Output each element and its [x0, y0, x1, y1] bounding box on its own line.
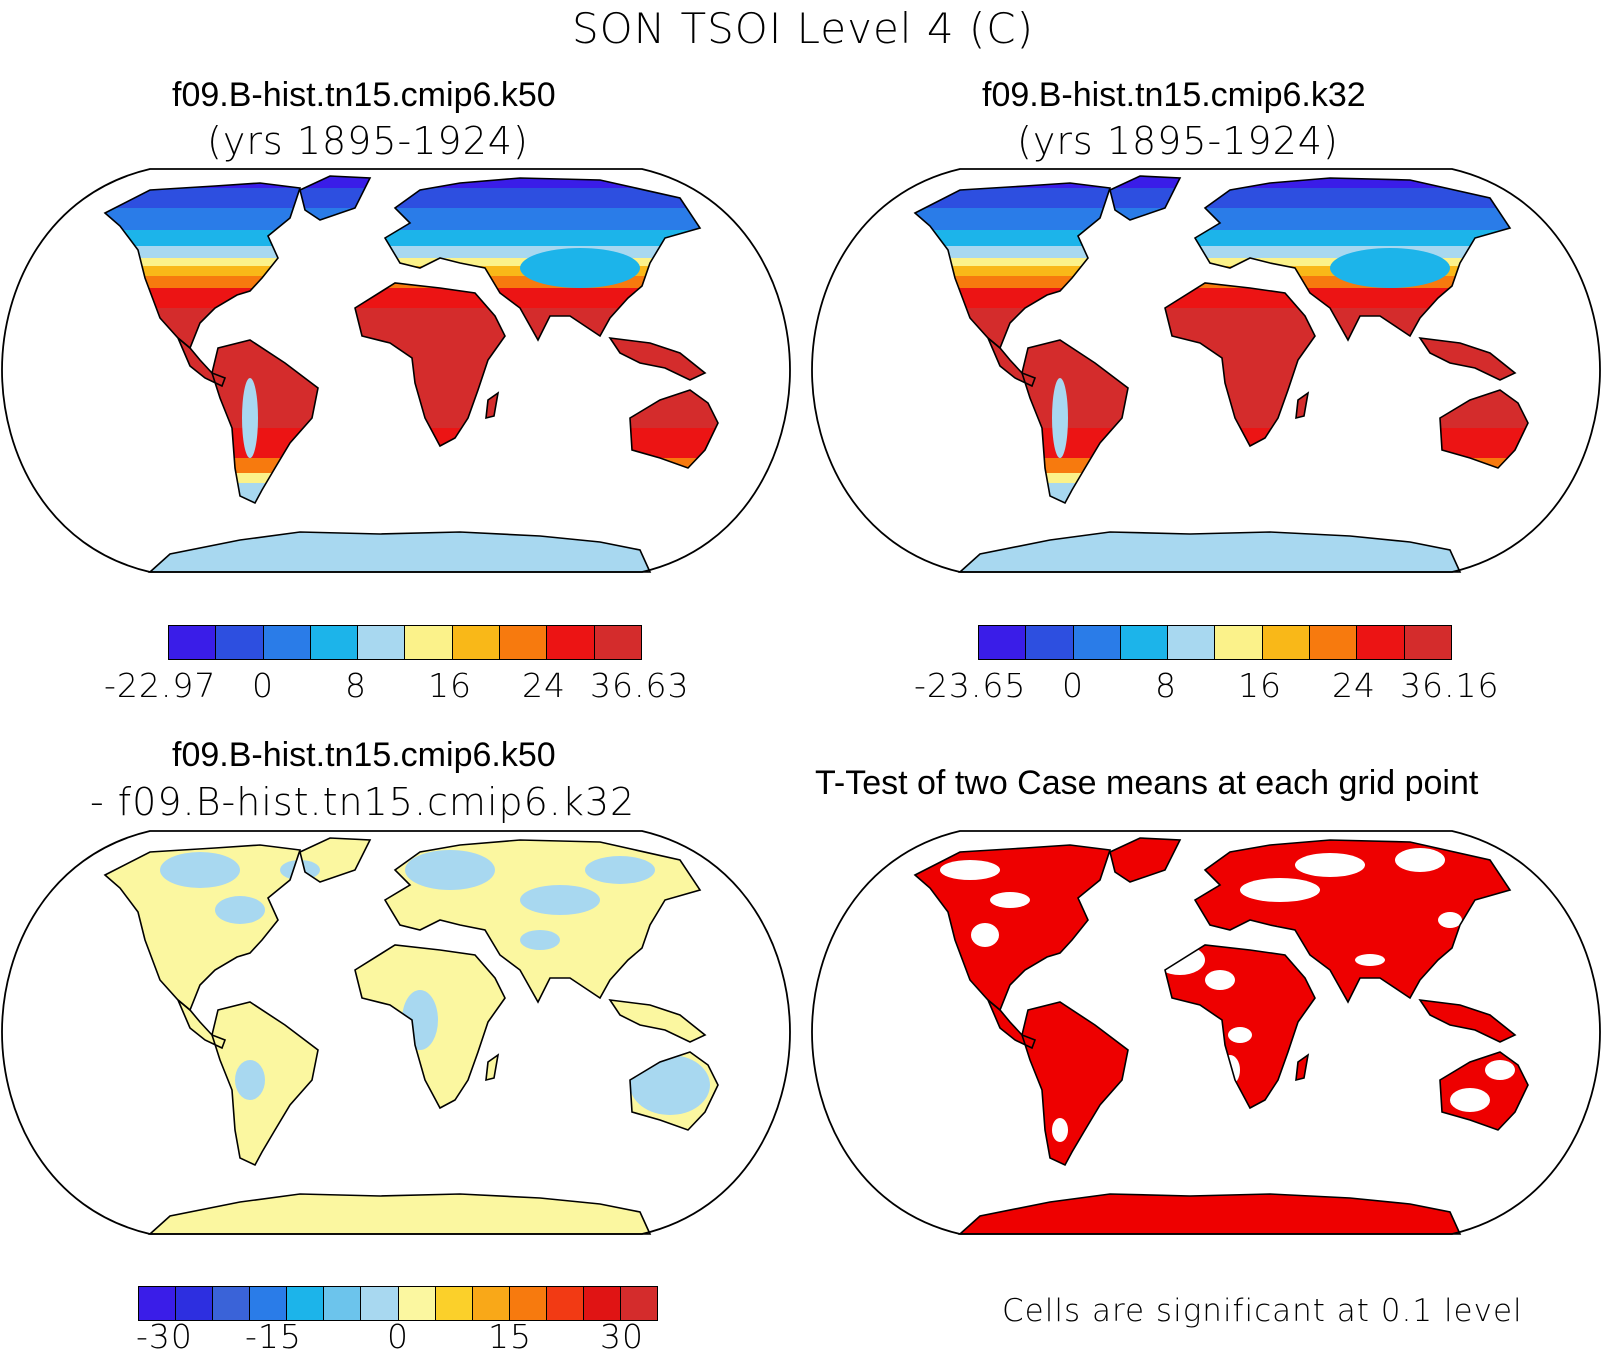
colorbar-swatch-13 — [583, 1287, 622, 1320]
panel-diff-colorbar — [138, 1286, 658, 1321]
colorbar-swatch-12 — [546, 1287, 584, 1320]
panel-k32-tick-6: 36.16 — [1400, 666, 1500, 705]
main-title: SON TSOI Level 4 (C) — [572, 4, 1034, 53]
colorbar-swatch-4 — [310, 626, 359, 659]
panel-k32-tick-5: 24 — [1332, 666, 1376, 705]
colorbar-swatch-9 — [1357, 626, 1405, 659]
panel-diff-tick-4: 15 — [488, 1317, 532, 1356]
panel-k50-tick-5: 24 — [522, 666, 566, 705]
panel-ttest-note: Cells are significant at 0.1 level — [1002, 1293, 1523, 1329]
map-projection-border — [811, 168, 1601, 573]
colorbar-swatch-6 — [405, 626, 453, 659]
colorbar-swatch-3 — [1073, 626, 1121, 659]
panel-diff-subtitle: - f09.B-hist.tn15.cmip6.k32 — [90, 780, 636, 824]
colorbar-swatch-7 — [1262, 626, 1311, 659]
panel-diff-title: f09.B-hist.tn15.cmip6.k50 — [172, 736, 556, 774]
colorbar-swatch-2 — [176, 1287, 214, 1320]
coastlines — [913, 175, 1529, 573]
panel-k32-tick-1: -23.65 — [914, 666, 1027, 705]
panel-k50-map — [1, 168, 791, 573]
colorbar-swatch-9 — [547, 626, 595, 659]
colorbar-swatch-3 — [263, 626, 311, 659]
panel-k32-map — [811, 168, 1601, 573]
coastlines — [103, 837, 719, 1235]
colorbar-swatch-2 — [216, 626, 264, 659]
colorbar-swatch-5 — [287, 1287, 325, 1320]
colorbar-swatch-10 — [1404, 626, 1451, 659]
panel-k50-colorbar — [168, 625, 642, 660]
colorbar-swatch-4 — [250, 1287, 288, 1320]
colorbar-swatch-6 — [324, 1287, 362, 1320]
panel-diff-tick-5: 30 — [600, 1317, 644, 1356]
land-fill — [105, 838, 718, 1234]
panel-diff-tick-1: -30 — [136, 1317, 193, 1356]
map-projection-border — [1, 168, 791, 573]
panel-k50-tick-2: 0 — [252, 666, 274, 705]
map-projection-border — [1, 830, 791, 1235]
land-fill — [105, 176, 718, 572]
colorbar-swatch-9 — [435, 1287, 473, 1320]
panel-diff-tick-2: -15 — [245, 1317, 302, 1356]
land-fill — [915, 176, 1528, 572]
colorbar-swatch-5 — [1168, 626, 1216, 659]
colorbar-swatch-1 — [139, 1287, 177, 1320]
colorbar-swatch-5 — [358, 626, 406, 659]
colorbar-swatch-8 — [1310, 626, 1358, 659]
colorbar-swatch-7 — [452, 626, 501, 659]
coastlines — [913, 837, 1529, 1235]
panel-k50-tick-1: -22.97 — [104, 666, 217, 705]
panel-k32-colorbar — [978, 625, 1452, 660]
panel-ttest-map — [811, 830, 1601, 1235]
panel-k50-title: f09.B-hist.tn15.cmip6.k50 — [172, 76, 556, 114]
panel-k50-tick-3: 8 — [345, 666, 367, 705]
land-fill — [915, 838, 1528, 1234]
map-projection-border — [811, 830, 1601, 1235]
colorbar-swatch-1 — [169, 626, 217, 659]
panel-k32-subtitle: (yrs 1895-1924) — [1017, 119, 1339, 163]
panel-k50-tick-6: 36.63 — [590, 666, 690, 705]
colorbar-swatch-8 — [500, 626, 548, 659]
colorbar-swatch-14 — [621, 1287, 658, 1320]
colorbar-swatch-7 — [361, 1287, 399, 1320]
panel-k50-subtitle: (yrs 1895-1924) — [207, 119, 529, 163]
colorbar-swatch-3 — [213, 1287, 251, 1320]
colorbar-swatch-10 — [594, 626, 641, 659]
colorbar-swatch-2 — [1026, 626, 1074, 659]
colorbar-swatch-11 — [509, 1287, 547, 1320]
panel-k32-tick-2: 0 — [1062, 666, 1084, 705]
coastlines — [103, 175, 719, 573]
panel-ttest-title: T-Test of two Case means at each grid po… — [815, 764, 1479, 802]
panel-k32-title: f09.B-hist.tn15.cmip6.k32 — [982, 76, 1366, 114]
panel-k32-tick-3: 8 — [1155, 666, 1177, 705]
colorbar-swatch-1 — [979, 626, 1027, 659]
colorbar-swatch-4 — [1120, 626, 1169, 659]
panel-diff-map — [1, 830, 791, 1235]
panel-k32-tick-4: 16 — [1238, 666, 1282, 705]
colorbar-swatch-8 — [398, 1287, 436, 1320]
panel-diff-tick-3: 0 — [387, 1317, 409, 1356]
colorbar-swatch-6 — [1215, 626, 1263, 659]
panel-k50-tick-4: 16 — [428, 666, 472, 705]
colorbar-swatch-10 — [472, 1287, 510, 1320]
